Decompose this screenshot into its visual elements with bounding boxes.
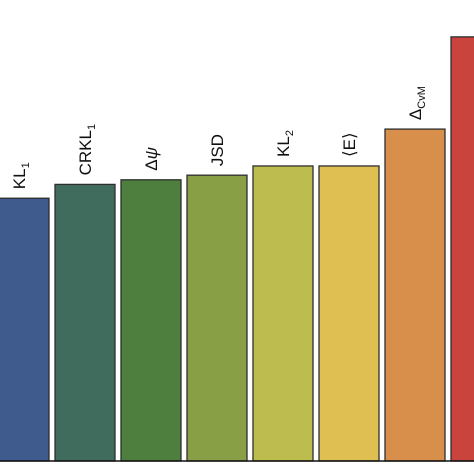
bar-label-5: ⟨E⟩ <box>340 132 359 157</box>
bar-0 <box>0 197 50 462</box>
bar-3 <box>186 174 248 462</box>
bar-label-3: JSD <box>208 134 227 166</box>
bar-label-1: CRKL1 <box>76 124 98 175</box>
bar-4 <box>252 165 314 462</box>
bar-label-4: KL2 <box>274 130 296 157</box>
bar-5 <box>318 165 380 462</box>
bar-label-6: ΔCvM <box>406 86 428 120</box>
bars-layer <box>0 36 474 462</box>
bar-2 <box>120 179 182 462</box>
bar-label-2: Δψ <box>142 147 161 171</box>
bar-label-0: KL1 <box>10 162 32 189</box>
bar-6 <box>384 128 446 462</box>
labels-layer: KL1 CRKL1 Δψ JSD KL2 ⟨E⟩ ΔCvM <box>10 86 428 189</box>
bar-7 <box>450 36 474 462</box>
bar-1 <box>54 183 116 462</box>
